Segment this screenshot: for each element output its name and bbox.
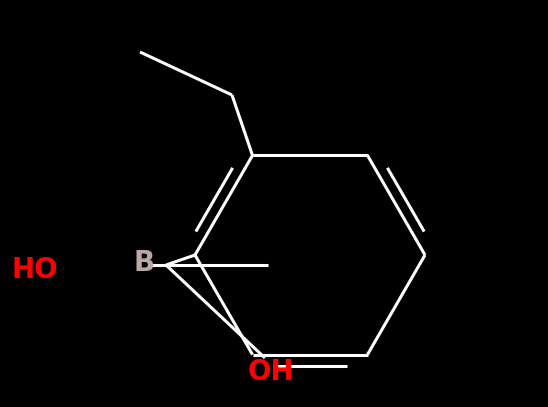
Text: B: B xyxy=(133,249,154,277)
Text: HO: HO xyxy=(12,256,59,284)
Text: OH: OH xyxy=(248,358,295,386)
